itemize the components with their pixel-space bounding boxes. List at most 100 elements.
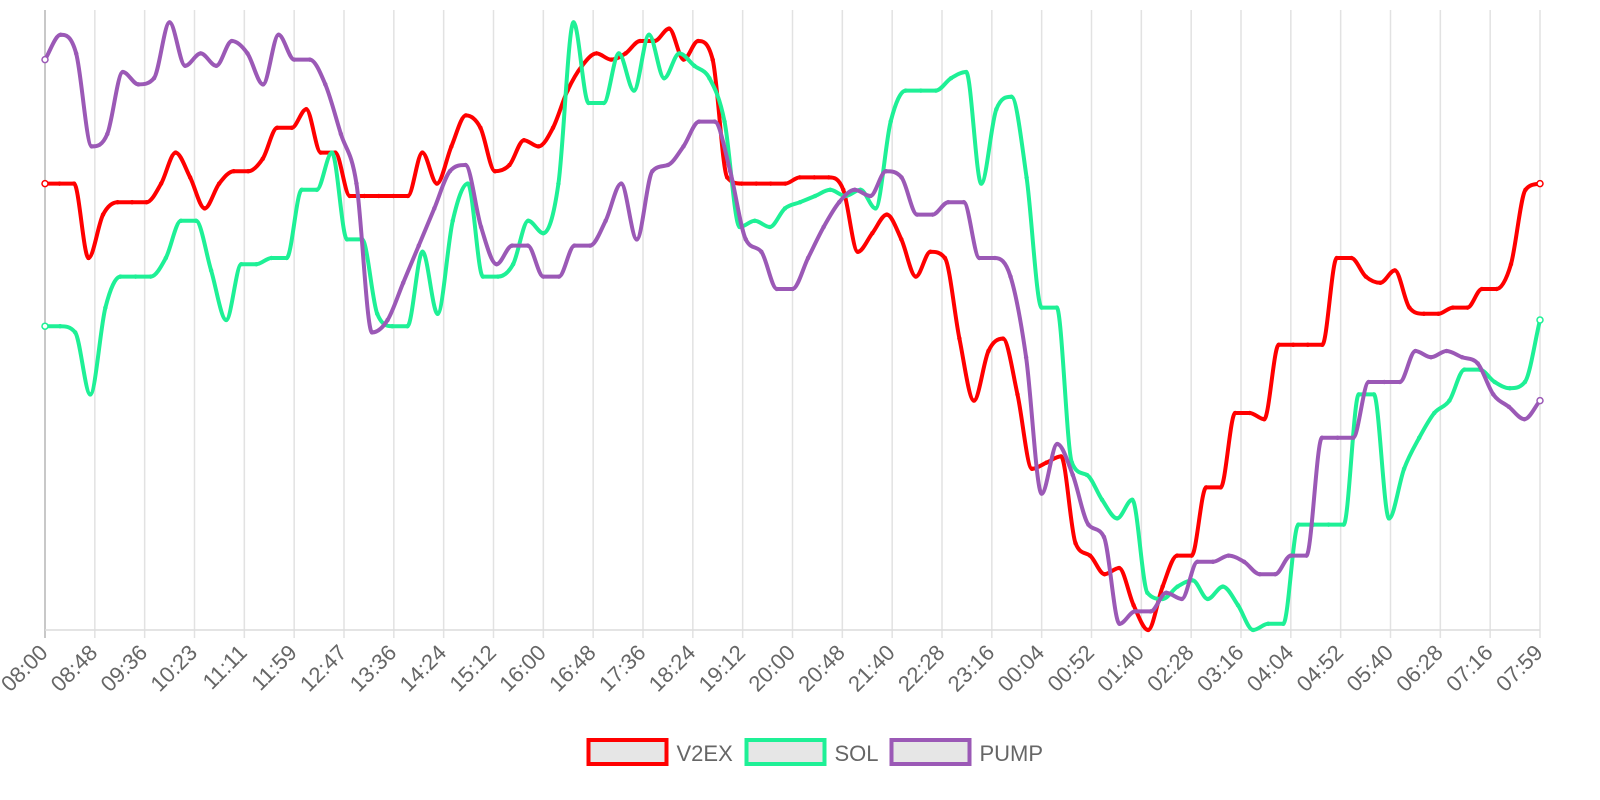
data-point-pump	[914, 212, 920, 217]
data-point-pump	[1522, 416, 1527, 422]
data-point-pump	[603, 218, 608, 224]
data-point-v2ex	[449, 144, 454, 149]
legend-item-v2ex[interactable]: V2EX	[586, 738, 734, 766]
data-point-v2ex	[420, 150, 425, 155]
x-tick-label: 16:48	[544, 640, 601, 697]
data-point-v2ex	[536, 144, 541, 149]
data-point-sol	[1296, 522, 1301, 527]
data-point-sol	[1205, 596, 1211, 602]
data-point-pump	[41, 55, 49, 64]
data-point-sol	[541, 230, 546, 236]
data-point-sol	[239, 261, 244, 267]
data-point-pump	[836, 199, 842, 205]
data-point-v2ex	[1536, 179, 1544, 188]
x-tick-label: 00:04	[993, 640, 1050, 697]
series-v2ex	[41, 26, 1544, 633]
data-point-v2ex	[478, 125, 483, 131]
data-point-v2ex	[623, 51, 628, 56]
data-point-v2ex	[1479, 286, 1485, 292]
data-point-sol	[72, 330, 78, 335]
data-point-v2ex	[41, 179, 49, 188]
data-point-sol	[601, 100, 606, 106]
data-point-sol	[133, 274, 138, 279]
data-point-sol	[1462, 367, 1467, 372]
legend-item-pump[interactable]: PUMP	[889, 738, 1044, 766]
data-point-sol	[103, 305, 108, 310]
data-point-sol	[828, 187, 833, 193]
data-point-pump	[494, 261, 499, 267]
data-point-v2ex	[782, 181, 788, 186]
data-point-v2ex	[362, 193, 367, 199]
x-tick-label: 10:23	[145, 640, 202, 697]
data-point-pump	[696, 119, 702, 124]
data-point-pump	[961, 199, 967, 205]
data-point-sol	[571, 20, 576, 25]
data-point-pump	[1382, 379, 1387, 385]
data-point-sol	[1447, 398, 1452, 403]
data-point-v2ex	[376, 193, 382, 199]
data-point-v2ex	[1334, 255, 1340, 261]
x-tick-label: 12:47	[295, 640, 352, 697]
data-point-sol	[782, 206, 788, 211]
data-point-sol	[178, 218, 184, 224]
data-point-v2ex	[260, 156, 265, 162]
data-point-v2ex	[1349, 255, 1354, 261]
data-point-pump	[416, 243, 421, 248]
x-tick-label: 18:24	[644, 640, 701, 697]
data-point-v2ex	[71, 181, 77, 186]
data-point-pump	[1413, 348, 1418, 354]
data-point-sol	[1341, 522, 1346, 527]
data-point-v2ex	[1087, 553, 1093, 558]
data-point-sol	[888, 119, 893, 124]
data-point-v2ex	[1378, 280, 1383, 286]
data-point-pump	[883, 168, 889, 174]
data-point-v2ex	[608, 57, 614, 62]
x-tick-label: 21:40	[843, 640, 900, 697]
data-point-pump	[198, 51, 203, 56]
data-point-v2ex	[507, 162, 512, 168]
x-axis-ticks: 08:0008:4809:3610:2311:1111:5912:4713:36…	[0, 640, 1548, 697]
data-point-v2ex	[1044, 460, 1049, 465]
data-point-v2ex	[1015, 392, 1020, 397]
data-point-v2ex	[1320, 342, 1325, 348]
data-point-sol	[450, 218, 455, 224]
data-point-pump	[136, 82, 141, 87]
data-point-pump	[634, 237, 640, 242]
data-point-sol	[722, 119, 727, 124]
x-tick-label: 05:40	[1341, 640, 1398, 697]
legend-item-sol[interactable]: SOL	[744, 738, 879, 766]
data-point-pump	[852, 187, 858, 193]
data-point-v2ex	[1232, 410, 1238, 416]
data-point-v2ex	[202, 206, 207, 211]
data-point-v2ex	[1465, 305, 1470, 310]
data-point-pump	[1241, 559, 1247, 565]
data-point-pump	[120, 69, 126, 75]
data-point-pump	[945, 199, 951, 205]
x-tick-label: 14:24	[395, 640, 452, 697]
data-point-pump	[463, 162, 468, 168]
x-tick-label: 07:59	[1491, 640, 1548, 697]
data-point-pump	[307, 57, 312, 62]
data-point-v2ex	[187, 175, 193, 180]
x-tick-label: 04:52	[1292, 640, 1349, 697]
data-point-sol	[163, 255, 169, 261]
data-point-pump	[1039, 491, 1044, 496]
data-point-pump	[167, 20, 172, 25]
data-point-v2ex	[1276, 342, 1281, 348]
data-point-v2ex	[1363, 274, 1369, 279]
data-point-pump	[89, 144, 94, 149]
data-point-v2ex	[86, 255, 91, 261]
data-point-v2ex	[1218, 485, 1223, 490]
data-point-pump	[432, 206, 437, 211]
x-tick-label: 11:11	[198, 640, 252, 694]
data-point-sol	[1024, 175, 1029, 180]
data-point-sol	[1522, 379, 1528, 385]
data-point-v2ex	[115, 199, 120, 205]
data-point-sol	[1009, 94, 1014, 100]
data-point-v2ex	[1145, 627, 1151, 633]
data-point-sol	[918, 88, 924, 93]
data-point-sol	[314, 187, 320, 193]
data-point-sol	[1536, 316, 1544, 324]
x-tick-label: 04:04	[1242, 640, 1299, 697]
